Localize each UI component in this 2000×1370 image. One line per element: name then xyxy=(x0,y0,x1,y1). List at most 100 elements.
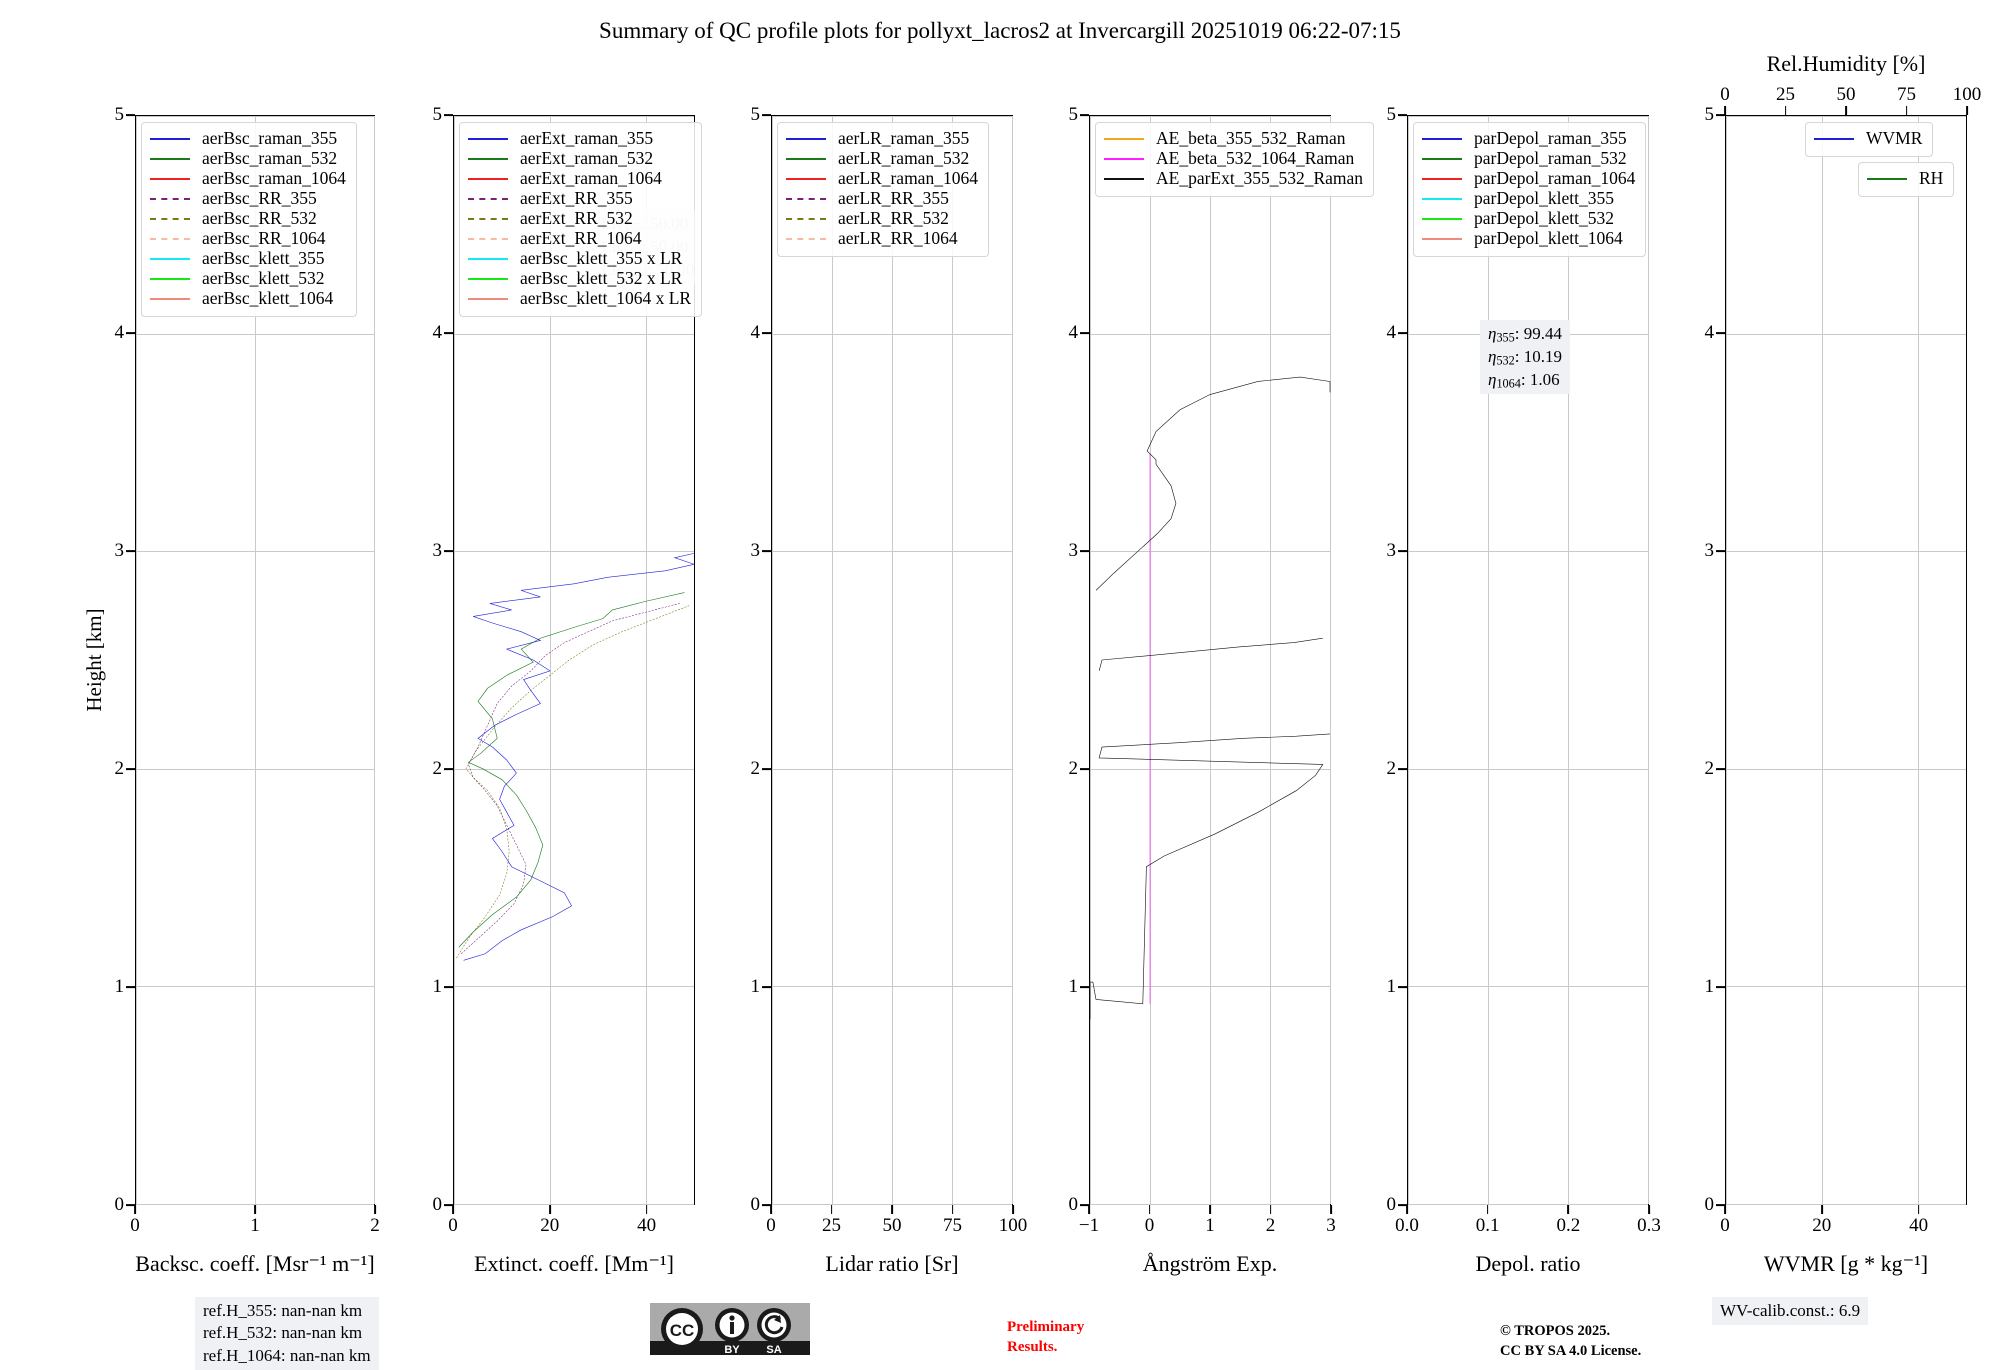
legend-item[interactable]: aerBsc_RR_532 xyxy=(150,208,346,229)
x-tick-label: 75 xyxy=(943,1215,962,1236)
y-tick-label: 2 xyxy=(1386,758,1397,779)
legend-item[interactable]: aerLR_RR_1064 xyxy=(786,228,978,249)
legend-item[interactable]: aerLR_RR_532 xyxy=(786,208,978,229)
legend-item[interactable]: aerBsc_klett_532 x LR xyxy=(468,268,691,289)
legend-item[interactable]: aerBsc_raman_1064 xyxy=(150,168,346,189)
legend-extinction[interactable]: aerExt_raman_355 aerExt_raman_532 aerExt… xyxy=(459,122,703,317)
y-tick-label: 5 xyxy=(1704,104,1715,125)
eta-annotation: η355: 99.44 η532: 10.19 η1064: 1.06 xyxy=(1480,320,1571,395)
panel-backscatter: Height [km] 5 4 3 2 1 0 0 1 2 Backsc. co… xyxy=(82,104,380,1276)
legend-rh[interactable]: RH xyxy=(1858,162,1955,197)
legend-swatch xyxy=(1422,218,1462,220)
x-tick-label: 0 xyxy=(1144,1215,1155,1236)
legend-wvmr[interactable]: WVMR xyxy=(1805,122,1934,157)
y-tick-label: 5 xyxy=(750,104,761,125)
y-tick-label: 4 xyxy=(1386,322,1397,343)
legend-backscatter[interactable]: aerBsc_raman_355 aerBsc_raman_532 aerBsc… xyxy=(141,122,357,317)
legend-item[interactable]: aerExt_RR_532 xyxy=(468,208,691,229)
eta-355-value: η355: 99.44 xyxy=(1488,324,1563,345)
y-tick-label: 2 xyxy=(750,758,761,779)
cc-license-badge: CC BY SA xyxy=(650,1303,810,1356)
legend-label: aerLR_RR_355 xyxy=(838,188,949,209)
legend-item[interactable]: parDepol_raman_1064 xyxy=(1422,168,1635,189)
legend-item[interactable]: aerLR_RR_355 xyxy=(786,188,978,209)
refh-annotation: ref.H_355: nan-nan km ref.H_532: nan-nan… xyxy=(195,1297,379,1370)
legend-item[interactable]: aerBsc_klett_355 xyxy=(150,248,346,269)
legend-item[interactable]: aerExt_raman_355 xyxy=(468,128,691,149)
x-tick-label: 0 xyxy=(766,1215,776,1236)
legend-swatch xyxy=(1867,178,1907,180)
legend-item[interactable]: aerExt_RR_1064 xyxy=(468,228,691,249)
legend-item[interactable]: aerBsc_klett_532 xyxy=(150,268,346,289)
legend-item[interactable]: aerBsc_raman_532 xyxy=(150,148,346,169)
legend-swatch xyxy=(468,278,508,280)
legend-label: AE_beta_355_532_Raman xyxy=(1156,128,1346,149)
legend-item[interactable]: aerBsc_klett_355 x LR xyxy=(468,248,691,269)
legend-item[interactable]: AE_beta_532_1064_Raman xyxy=(1104,148,1363,169)
curve-AE-parExt-355-532-seg3 xyxy=(1096,377,1330,590)
legend-item[interactable]: parDepol_klett_355 xyxy=(1422,188,1635,209)
legend-item[interactable]: parDepol_klett_532 xyxy=(1422,208,1635,229)
legend-label: aerBsc_RR_532 xyxy=(202,208,317,229)
legend-item[interactable]: aerBsc_raman_355 xyxy=(150,128,346,149)
preliminary-results-note: Preliminary Results. xyxy=(1007,1318,1084,1357)
curve-aerExt-RR-355 xyxy=(461,603,679,953)
legend-item[interactable]: AE_parExt_355_532_Raman xyxy=(1104,168,1363,189)
svg-text:BY: BY xyxy=(724,1344,740,1355)
x-tick-label: 100 xyxy=(998,1215,1028,1236)
y-tick-label: 1 xyxy=(114,976,125,997)
x-tick-label: 0.1 xyxy=(1475,1215,1500,1236)
legend-item[interactable]: parDepol_raman_532 xyxy=(1422,148,1635,169)
legend-item[interactable]: aerLR_raman_532 xyxy=(786,148,978,169)
y-tick-label: 3 xyxy=(114,540,125,561)
legend-item[interactable]: RH xyxy=(1867,168,1943,189)
eta-532-value: η532: 10.19 xyxy=(1488,346,1563,368)
copyright-line-2: CC BY SA 4.0 License. xyxy=(1500,1342,1642,1359)
legend-swatch xyxy=(786,138,826,140)
legend-item[interactable]: parDepol_klett_1064 xyxy=(1422,228,1635,249)
y-tick-label: 3 xyxy=(432,540,443,561)
legend-angstrom[interactable]: AE_beta_355_532_Raman AE_beta_532_1064_R… xyxy=(1095,122,1375,197)
legend-item[interactable]: AE_beta_355_532_Raman xyxy=(1104,128,1363,149)
legend-item[interactable]: aerExt_raman_1064 xyxy=(468,168,691,189)
legend-label: aerExt_RR_1064 xyxy=(520,228,642,249)
y-tick-label: 2 xyxy=(1068,758,1079,779)
y-tick-label: 4 xyxy=(1704,322,1715,343)
legend-item[interactable]: aerBsc_klett_1064 xyxy=(150,288,346,309)
curve-AE-parExt-355-532 xyxy=(1090,734,1330,1019)
legend-item[interactable]: aerBsc_RR_355 xyxy=(150,188,346,209)
x-tick-label: 50 xyxy=(882,1215,902,1236)
legend-item[interactable]: parDepol_raman_355 xyxy=(1422,128,1635,149)
legend-item[interactable]: aerLR_raman_1064 xyxy=(786,168,978,189)
legend-swatch xyxy=(150,158,190,160)
y-tick-label: 5 xyxy=(114,104,125,125)
top-x-tick-label: 0 xyxy=(1720,84,1730,105)
legend-swatch xyxy=(1104,158,1144,160)
legend-swatch xyxy=(468,138,508,140)
y-tick-label: 3 xyxy=(1068,540,1079,561)
legend-depol-ratio[interactable]: parDepol_raman_355 parDepol_raman_532 pa… xyxy=(1413,122,1647,257)
refh-532: ref.H_532: nan-nan km xyxy=(203,1323,363,1343)
y-tick-label: 4 xyxy=(1068,322,1079,343)
y-tick-label: 3 xyxy=(1704,540,1715,561)
legend-item[interactable]: aerBsc_klett_1064 x LR xyxy=(468,288,691,309)
legend-item[interactable]: aerExt_raman_532 xyxy=(468,148,691,169)
legend-item[interactable]: WVMR xyxy=(1814,128,1922,149)
refh-1064: ref.H_1064: nan-nan km xyxy=(203,1345,371,1365)
legend-item[interactable]: aerExt_RR_355 xyxy=(468,188,691,209)
legend-label: aerLR_raman_532 xyxy=(838,148,970,169)
svg-text:SA: SA xyxy=(766,1344,781,1355)
legend-label: aerBsc_klett_532 x LR xyxy=(520,268,683,289)
legend-swatch xyxy=(150,258,190,260)
eta-1064-value: η1064: 1.06 xyxy=(1488,369,1560,391)
axes-lidar-ratio xyxy=(771,115,1013,1205)
legend-item[interactable]: aerBsc_RR_1064 xyxy=(150,228,346,249)
legend-item[interactable]: aerLR_raman_355 xyxy=(786,128,978,149)
x-axis-label: Depol. ratio xyxy=(1475,1251,1581,1276)
legend-label: aerExt_RR_355 xyxy=(520,188,633,209)
legend-label: aerBsc_klett_532 xyxy=(202,268,325,289)
x-tick-label: 0 xyxy=(130,1215,140,1236)
legend-lidar-ratio[interactable]: aerLR_raman_355 aerLR_raman_532 aerLR_ra… xyxy=(777,122,989,257)
legend-swatch xyxy=(786,178,826,180)
